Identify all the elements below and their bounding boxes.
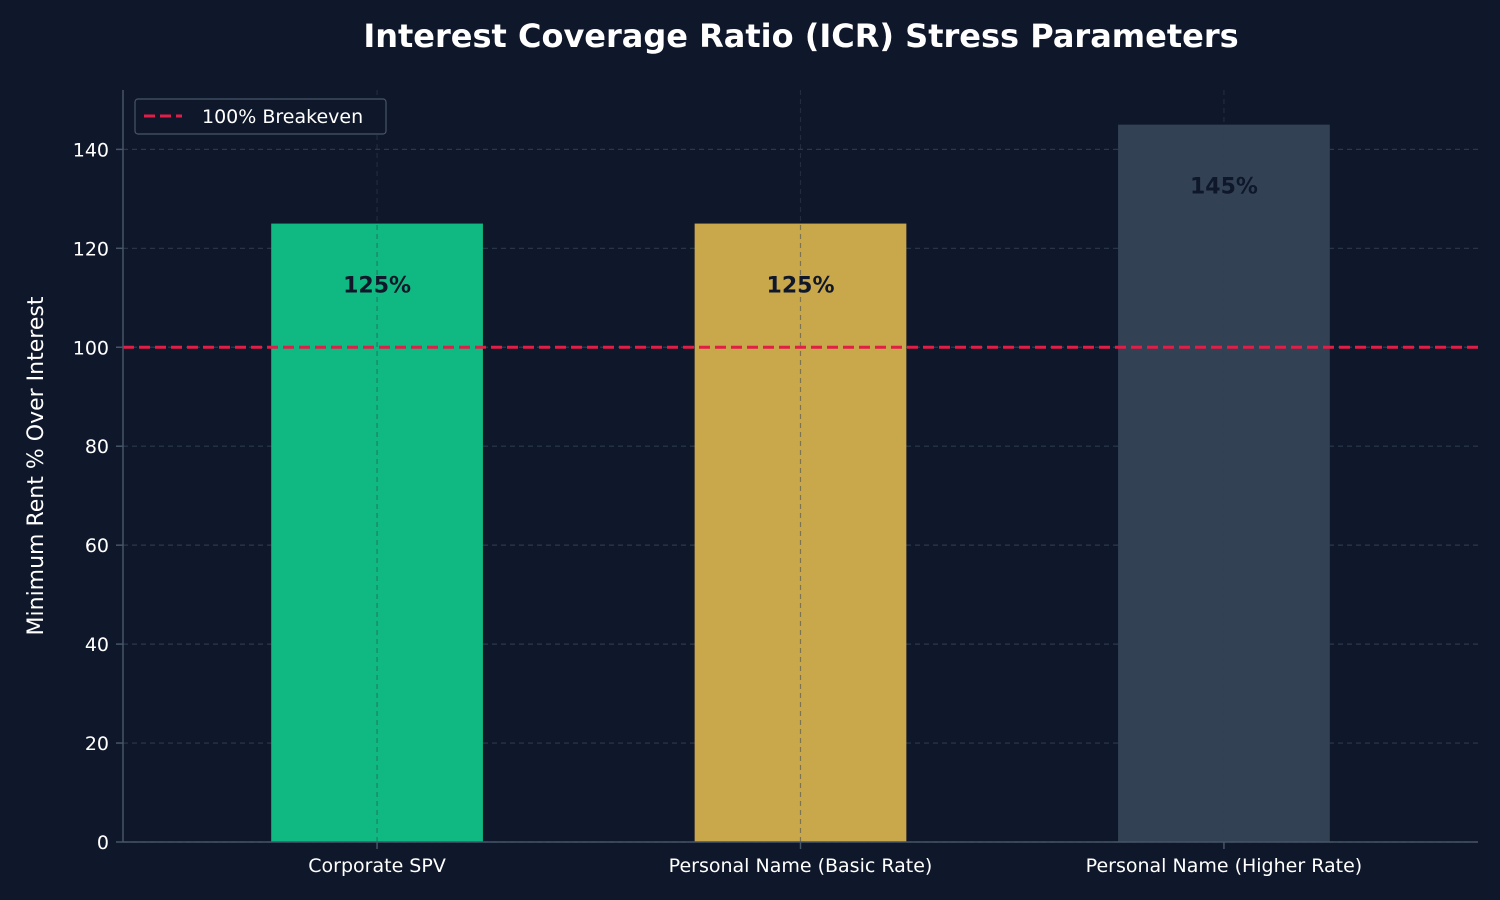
y-tick-label-80: 80 — [85, 436, 109, 458]
chart-title: Interest Coverage Ratio (ICR) Stress Par… — [363, 17, 1238, 55]
x-tick-label-0: Corporate SPV — [308, 855, 446, 877]
x-tick-label-2: Personal Name (Higher Rate) — [1086, 855, 1363, 877]
y-tick-label-40: 40 — [85, 634, 109, 656]
legend-entry-breakeven: 100% Breakeven — [202, 106, 363, 128]
y-tick-label-140: 140 — [73, 139, 109, 161]
bar-value-label-1: 125% — [767, 274, 835, 299]
y-tick-label-20: 20 — [85, 733, 109, 755]
axes: 0 20 40 60 80 100 120 140 Corporate SPV Personal … — [73, 90, 1478, 877]
legend: 100% Breakeven — [134, 98, 387, 135]
y-tick-label-0: 0 — [97, 832, 109, 854]
x-tick-label-1: Personal Name (Basic Rate) — [669, 855, 933, 877]
bar-value-label-2: 145% — [1190, 175, 1258, 200]
bars — [271, 124, 1330, 842]
bar-value-label-0: 125% — [343, 274, 411, 299]
legend-box — [134, 98, 387, 135]
bar-2 — [1118, 124, 1330, 842]
y-tick-label-100: 100 — [73, 337, 109, 359]
y-axis-label: Minimum Rent % Over Interest — [24, 296, 49, 635]
bar-value-labels: 125% 125% 145% — [343, 175, 1258, 299]
y-tick-label-120: 120 — [73, 238, 109, 260]
y-tick-label-60: 60 — [85, 535, 109, 557]
